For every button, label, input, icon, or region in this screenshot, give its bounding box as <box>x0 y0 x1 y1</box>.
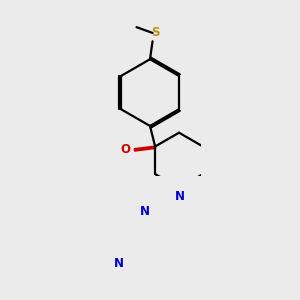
Text: N: N <box>140 205 149 218</box>
Text: N: N <box>175 190 185 203</box>
Text: S: S <box>151 26 159 39</box>
Text: N: N <box>114 257 124 270</box>
Text: O: O <box>121 142 131 155</box>
